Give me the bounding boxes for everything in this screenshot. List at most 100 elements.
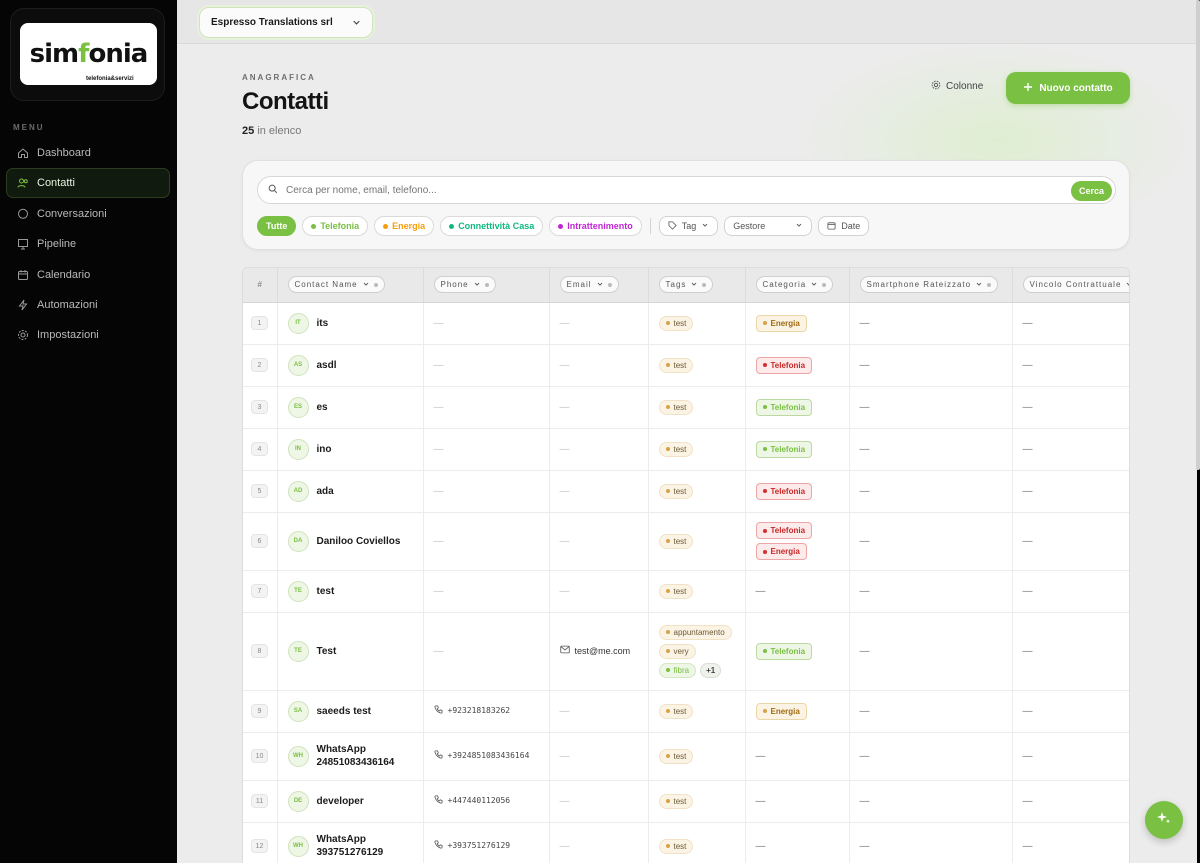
manager-filter-select[interactable]: Gestore — [724, 216, 813, 236]
logo-wordmark: simfonia — [29, 39, 149, 69]
column-pill[interactable]: Phone — [433, 276, 496, 294]
table-row[interactable]: 3 ES es — — test Telefonia — — — [243, 386, 1129, 429]
phone-cell: +923218183262 — [423, 690, 550, 733]
sidebar-item-pipeline[interactable]: Pipeline — [6, 229, 170, 259]
column-header-phone[interactable]: Phone — [423, 268, 550, 303]
filter-chip-telefonia[interactable]: Telefonia — [302, 216, 369, 236]
column-header-vincolo[interactable]: Vincolo Contrattuale — [1012, 268, 1129, 303]
contact-name[interactable]: asdl — [316, 359, 337, 371]
column-pill[interactable]: Contact Name — [287, 276, 385, 294]
empty-value: — — [559, 705, 570, 717]
contact-name-cell[interactable]: DA Daniloo Coviellos — [277, 512, 424, 571]
phone-value[interactable]: +923218183262 — [433, 705, 510, 716]
row-index-cell: 8 — [243, 612, 278, 691]
phone-value[interactable]: +3924851083436164 — [433, 750, 529, 761]
contact-name-cell[interactable]: AD ada — [277, 470, 424, 513]
contact-name[interactable]: saeeds test — [316, 705, 371, 717]
tag-label: test — [673, 318, 687, 328]
logo-card[interactable]: simfonia telefonia&servizi — [10, 8, 165, 101]
empty-value: — — [859, 645, 870, 657]
tag-label: appuntamento — [673, 627, 725, 637]
column-header-name[interactable]: Contact Name — [277, 268, 424, 303]
date-filter-button[interactable]: Date — [818, 216, 870, 236]
tag-dot — [665, 649, 670, 653]
contact-name-cell[interactable]: WH WhatsApp 24851083436164 — [277, 732, 424, 781]
contact-name[interactable]: ada — [316, 485, 334, 497]
sidebar-item-calendario[interactable]: Calendario — [6, 260, 170, 290]
contact-name[interactable]: its — [316, 317, 329, 329]
smartphone-cell: — — [849, 428, 1013, 471]
page-scrollbar[interactable] — [1196, 0, 1200, 470]
chevron-down-icon — [795, 221, 803, 231]
column-pill[interactable]: Smartphone Rateizzato — [859, 276, 999, 294]
organization-select[interactable]: Espresso Translations srl — [199, 7, 373, 38]
phone-value[interactable]: +393751276129 — [433, 840, 510, 851]
tag-badge: test — [658, 441, 694, 457]
contact-name[interactable]: developer — [316, 795, 364, 807]
filter-chip-connettivit-casa[interactable]: Connettività Casa — [440, 216, 544, 236]
column-pill[interactable]: Vincolo Contrattuale — [1022, 276, 1129, 294]
contact-name-cell[interactable]: DE developer — [277, 780, 424, 823]
table-row[interactable]: 1 IT its — — test Energia — — — [243, 302, 1129, 345]
filter-chip-tutte[interactable]: Tutte — [257, 216, 297, 236]
column-pill[interactable]: Email — [559, 276, 619, 294]
contact-name-cell[interactable]: IT its — [277, 302, 424, 345]
contact-name-cell[interactable]: ES es — [277, 386, 424, 429]
columns-button[interactable]: Colonne — [931, 80, 983, 93]
filter-chip-energia[interactable]: Energia — [374, 216, 435, 236]
table-row[interactable]: 4 IN ino — — test Telefonia — — — [243, 428, 1129, 471]
ai-assistant-button[interactable] — [1145, 801, 1183, 839]
sidebar-item-dashboard[interactable]: Dashboard — [6, 138, 170, 168]
table-row[interactable]: 11 DE developer +447440112056 — test — — — — [243, 780, 1129, 823]
contacts-table-container[interactable]: # Contact Name Phone Email Tags Categoria Smar… — [242, 267, 1130, 863]
contact-name[interactable]: ino — [316, 443, 332, 455]
tag-dot — [665, 844, 670, 848]
column-pill[interactable]: Categoria — [755, 276, 834, 294]
column-header-tags[interactable]: Tags — [648, 268, 746, 303]
contact-name[interactable]: test — [316, 585, 335, 597]
category-dot — [449, 223, 455, 229]
contact-name[interactable]: es — [316, 401, 328, 413]
tag-badge: test — [658, 748, 694, 764]
table-row[interactable]: 6 DA Daniloo Coviellos — — test Telefonia Energ… — [243, 512, 1129, 571]
table-row[interactable]: 5 AD ada — — test Telefonia — — — [243, 470, 1129, 513]
contact-name-cell[interactable]: TE Test — [277, 612, 424, 691]
tag-filter-dropdown[interactable]: Tag — [658, 216, 719, 236]
contact-name-cell[interactable]: TE test — [277, 570, 424, 613]
sidebar-item-contatti[interactable]: Contatti — [6, 168, 170, 199]
category-badge: Energia — [755, 702, 807, 720]
column-header-smartphone[interactable]: Smartphone Rateizzato — [849, 268, 1013, 303]
column-pill[interactable]: Tags — [658, 276, 714, 294]
email-value[interactable]: test@me.com — [559, 645, 630, 656]
table-row[interactable]: 2 AS asdl — — test Telefonia — — — [243, 344, 1129, 387]
contact-name[interactable]: WhatsApp 24851083436164 — [316, 744, 395, 768]
contact-name-cell[interactable]: AS asdl — [277, 344, 424, 387]
new-contact-button[interactable]: Nuovo contatto — [1006, 72, 1130, 104]
table-row[interactable]: 9 SA saeeds test +923218183262 — test Energia —… — [243, 690, 1129, 733]
search-button[interactable]: Cerca — [1071, 181, 1112, 201]
column-header-category[interactable]: Categoria — [745, 268, 850, 303]
table-row[interactable]: 12 WH WhatsApp 393751276129 +393751276129 — t… — [243, 822, 1129, 863]
category-label: Telefonia — [770, 486, 806, 496]
more-tags-badge[interactable]: +1 — [700, 662, 722, 678]
column-header-email[interactable]: Email — [549, 268, 649, 303]
contact-name[interactable]: WhatsApp 393751276129 — [316, 834, 384, 858]
phone-value[interactable]: +447440112056 — [433, 795, 510, 806]
table-row[interactable]: 7 TE test — — test — — — — [243, 570, 1129, 613]
chevron-down-icon — [810, 280, 818, 290]
contact-name[interactable]: Test — [316, 645, 337, 657]
table-row[interactable]: 10 WH WhatsApp 24851083436164 +392485108343… — [243, 732, 1129, 781]
search-input[interactable] — [286, 184, 1046, 196]
sidebar-item-impostazioni[interactable]: Impostazioni — [6, 320, 170, 350]
sidebar-item-conversazioni[interactable]: Conversazioni — [6, 199, 170, 229]
filter-chip-intrattenimento[interactable]: Intrattenimento — [549, 216, 642, 236]
row-index-cell: 10 — [243, 732, 278, 781]
contact-name-cell[interactable]: SA saeeds test — [277, 690, 424, 733]
empty-value: — — [755, 840, 766, 852]
sidebar-item-automazioni[interactable]: Automazioni — [6, 290, 170, 320]
table-row[interactable]: 8 TE Test — test@me.com appuntamento very fibra… — [243, 612, 1129, 691]
contact-name[interactable]: Daniloo Coviellos — [316, 535, 401, 547]
category-dot — [762, 649, 767, 653]
contact-name-cell[interactable]: WH WhatsApp 393751276129 — [277, 822, 424, 863]
contact-name-cell[interactable]: IN ino — [277, 428, 424, 471]
